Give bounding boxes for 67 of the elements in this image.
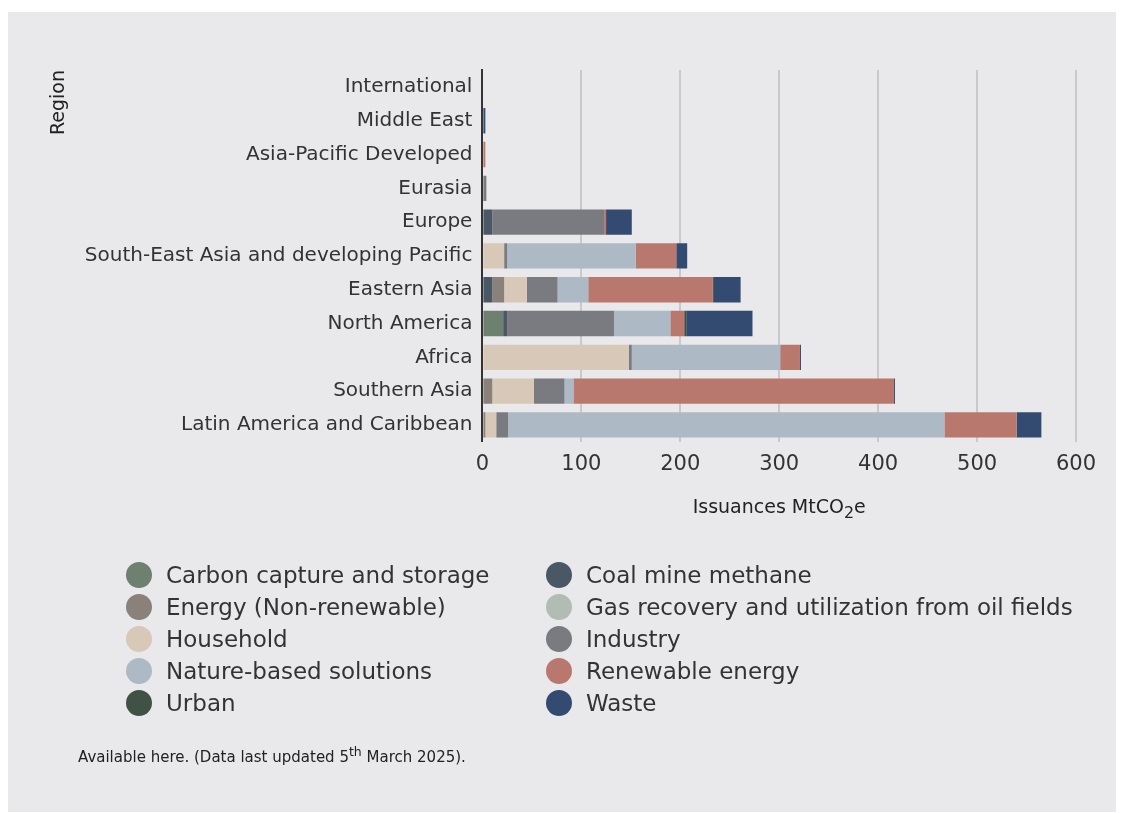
y-tick-label: North America bbox=[327, 309, 473, 334]
legend-label: Nature-based solutions bbox=[166, 658, 433, 684]
bar bbox=[508, 412, 945, 438]
bar bbox=[485, 412, 497, 438]
legend-label: Waste bbox=[586, 690, 657, 716]
bar bbox=[670, 310, 685, 337]
legend-label: Coal mine methane bbox=[586, 562, 812, 588]
x-axis-title: Issuances MtCO$_{2}$e bbox=[692, 495, 866, 522]
x-tick-label: 200 bbox=[660, 450, 701, 475]
y-axis-title: Region bbox=[46, 70, 69, 136]
legend-label: Gas recovery and utilization from oil fields bbox=[586, 594, 1073, 620]
y-tick-label: Africa bbox=[415, 343, 473, 368]
bar bbox=[588, 277, 713, 303]
bar bbox=[503, 310, 508, 337]
legend-label: Energy (Non-renewable) bbox=[166, 594, 446, 620]
bar bbox=[557, 277, 589, 303]
text: Available here. (Data last updated 5$^{th}$ March 2025). bbox=[78, 744, 467, 766]
bar bbox=[573, 378, 894, 404]
y-tick-label: Latin America and Caribbean bbox=[181, 411, 473, 436]
bar bbox=[507, 243, 636, 269]
y-tick-label: Eastern Asia bbox=[348, 275, 473, 300]
bar bbox=[676, 243, 688, 269]
bar bbox=[483, 209, 493, 235]
legend-label: Industry bbox=[586, 626, 681, 652]
y-tick-label: Eurasia bbox=[398, 174, 473, 199]
bar bbox=[1016, 412, 1042, 438]
bar bbox=[944, 412, 1017, 438]
bar bbox=[635, 243, 677, 269]
bar bbox=[483, 175, 487, 201]
x-tick-label: 0 bbox=[475, 450, 490, 475]
bar bbox=[492, 277, 505, 303]
bar bbox=[526, 277, 558, 303]
bar bbox=[504, 243, 508, 269]
x-tick-label: 600 bbox=[1055, 450, 1097, 475]
bar bbox=[483, 243, 505, 269]
bar bbox=[533, 378, 565, 404]
bar bbox=[483, 378, 493, 404]
legend-label: Carbon capture and storage bbox=[166, 562, 490, 588]
bar bbox=[564, 378, 574, 404]
bar bbox=[483, 344, 629, 370]
legend-label: Renewable energy bbox=[586, 658, 800, 684]
bar bbox=[606, 209, 632, 235]
y-tick-label: Middle East bbox=[356, 106, 473, 131]
bar bbox=[628, 344, 632, 370]
x-tick-label: 400 bbox=[858, 450, 899, 475]
bar bbox=[631, 344, 781, 370]
y-tick-label: Asia-Pacific Developed bbox=[246, 140, 473, 165]
bar bbox=[483, 277, 493, 303]
x-tick-label: 100 bbox=[561, 450, 602, 475]
y-tick-label: Europe bbox=[402, 208, 473, 233]
bar bbox=[492, 209, 605, 235]
x-tick-label: 500 bbox=[957, 450, 998, 475]
bar bbox=[507, 310, 614, 337]
bar bbox=[483, 310, 504, 337]
bar bbox=[686, 310, 753, 337]
legend-label: Household bbox=[166, 626, 288, 652]
bar bbox=[492, 378, 534, 404]
bar bbox=[504, 277, 527, 303]
bar bbox=[713, 277, 741, 303]
y-tick-label: Southern Asia bbox=[333, 377, 473, 402]
legend-label: Urban bbox=[166, 690, 236, 716]
y-tick-label: International bbox=[344, 73, 473, 98]
y-tick-label: South-East Asia and developing Pacific bbox=[84, 242, 473, 267]
x-tick-label: 300 bbox=[759, 450, 800, 475]
bar bbox=[613, 310, 671, 337]
bar bbox=[780, 344, 800, 370]
bar bbox=[496, 412, 509, 438]
